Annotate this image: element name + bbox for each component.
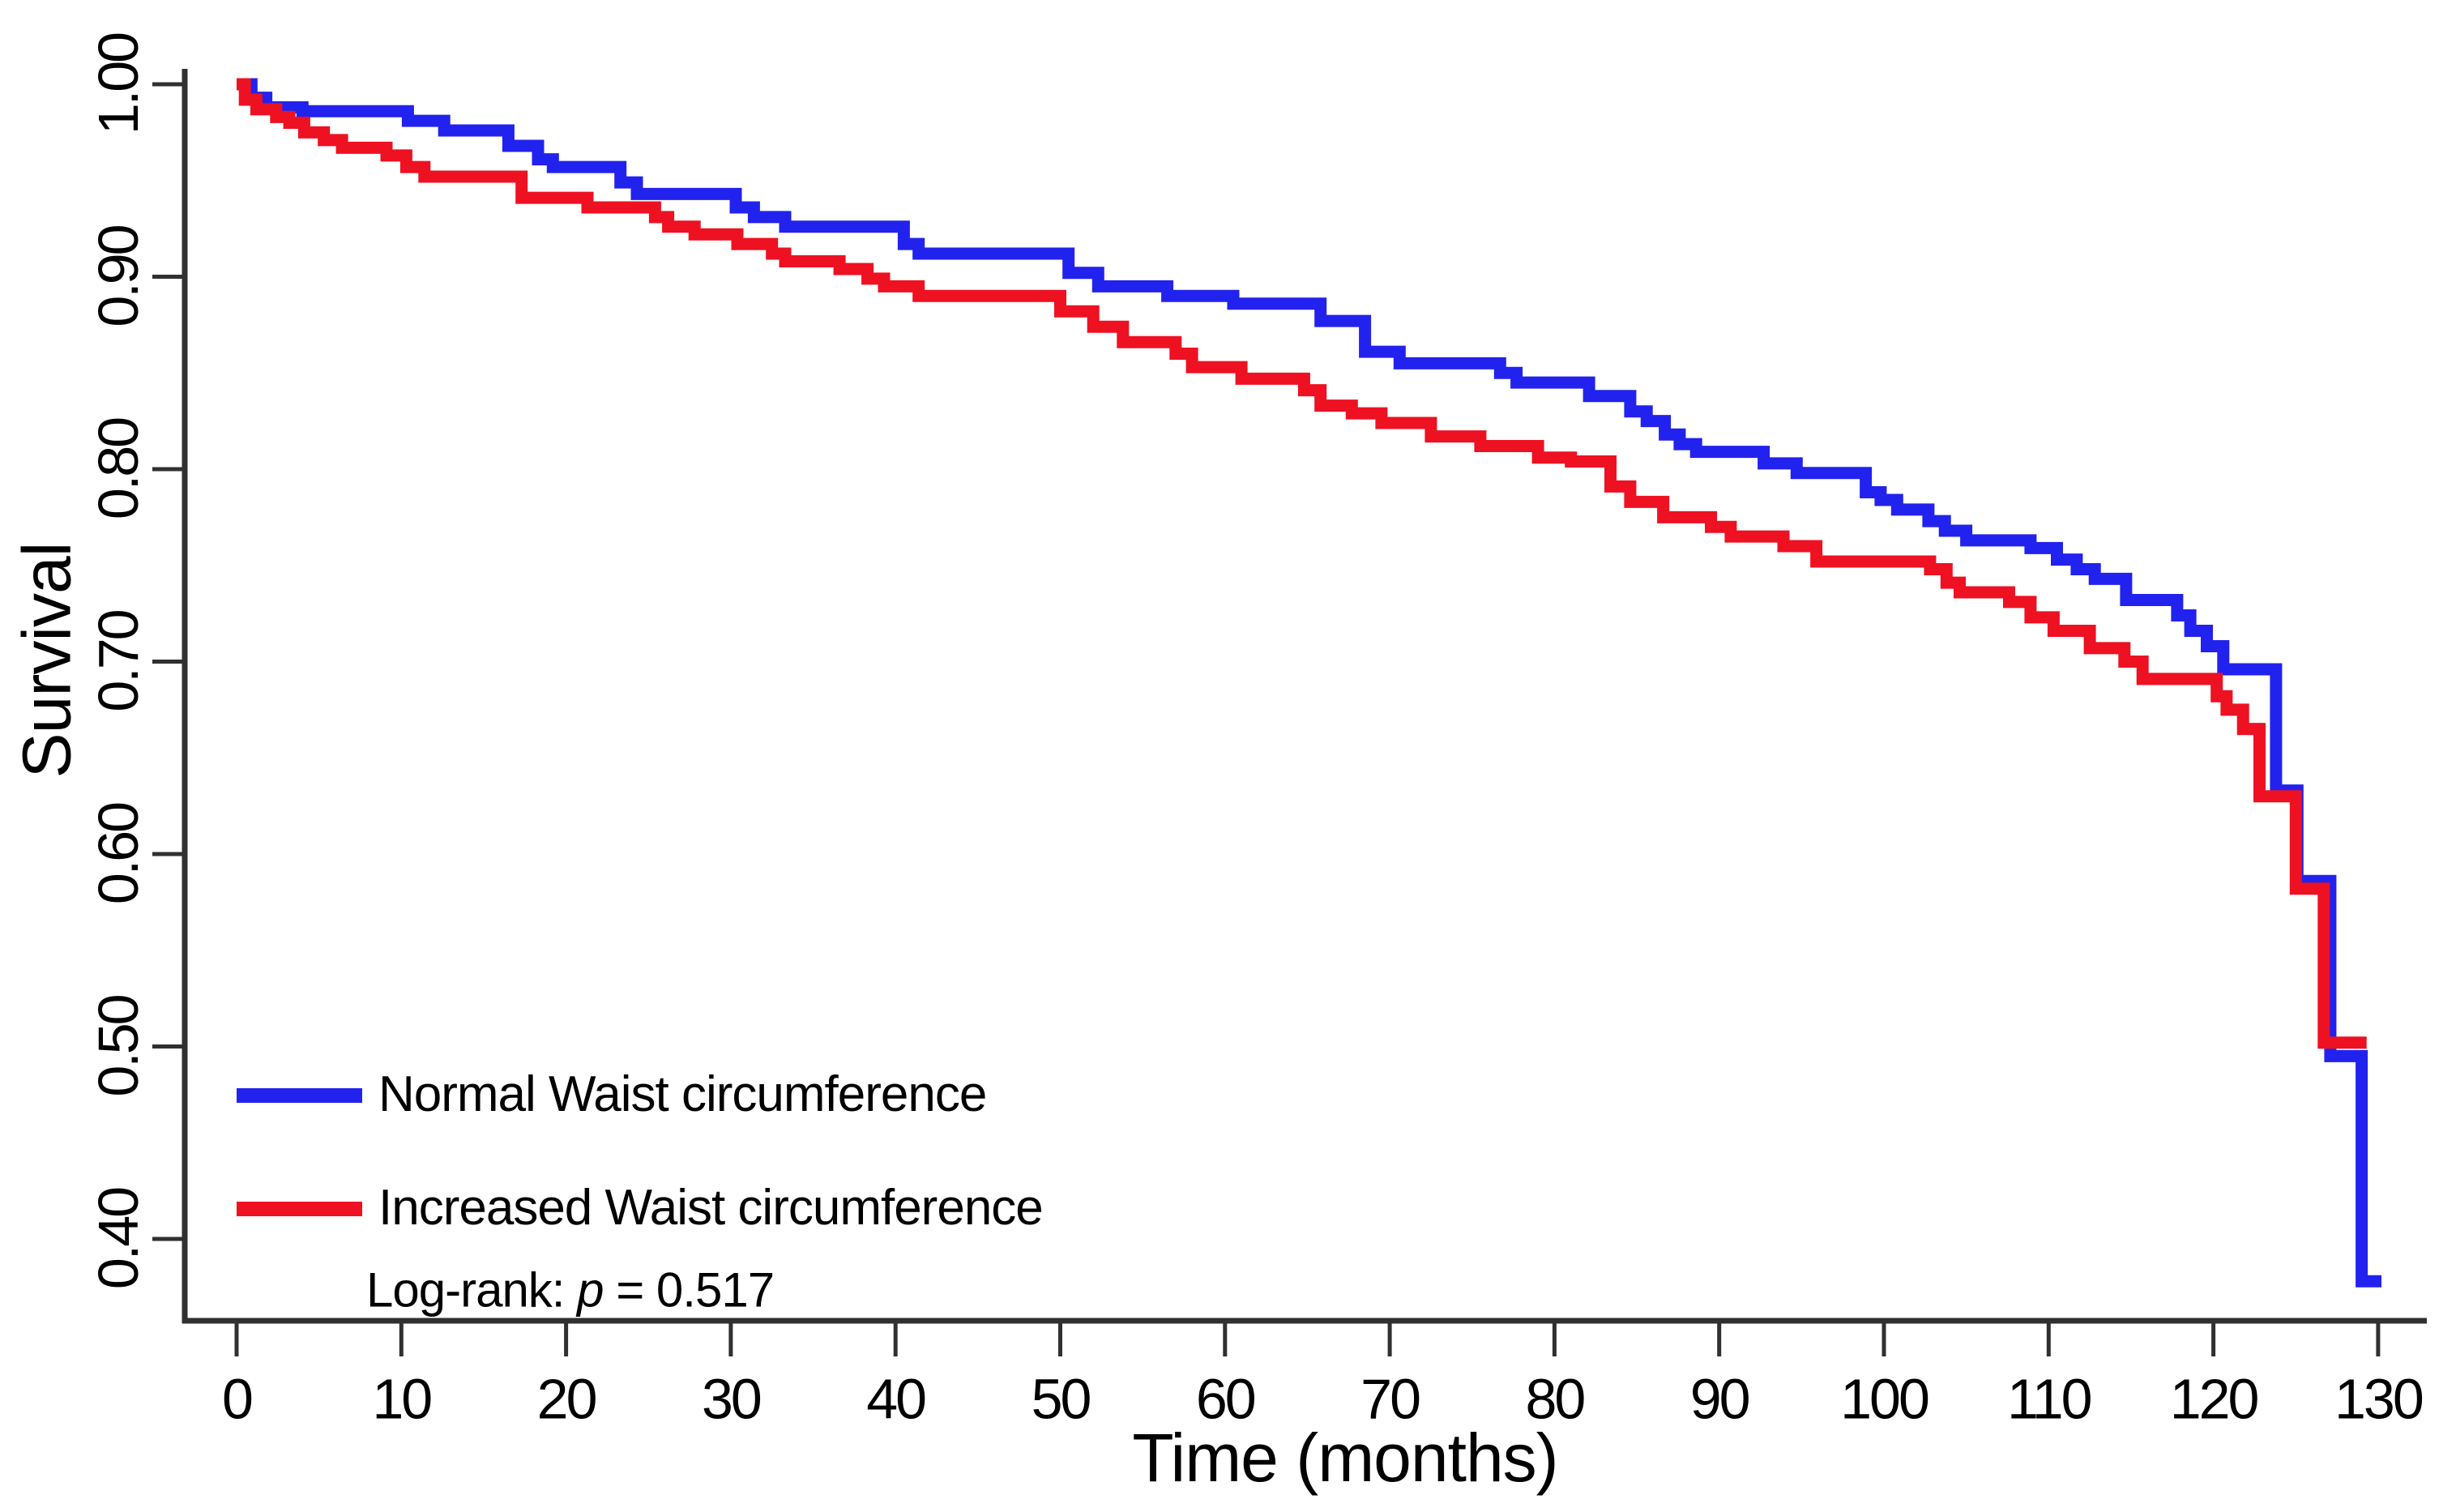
- legend-swatch-blue-line: [237, 1088, 362, 1103]
- x-tick-label: 110: [2007, 1367, 2091, 1430]
- legend-label: Increased Waist circumference: [378, 1180, 1044, 1237]
- y-tick-label: 0.60: [87, 803, 150, 904]
- x-tick-label: 30: [702, 1367, 761, 1430]
- y-tick-label: 0.80: [87, 418, 150, 519]
- log-rank-prefix: Log-rank:: [366, 1262, 578, 1318]
- x-tick-label: 80: [1525, 1367, 1584, 1430]
- x-axis-title: Time (months): [1132, 1420, 1558, 1496]
- x-tick-label: 120: [2170, 1367, 2258, 1430]
- legend-label: Normal Waist circumference: [378, 1066, 987, 1123]
- log-rank-value: = 0.517: [603, 1262, 775, 1318]
- x-tick-label: 20: [537, 1367, 596, 1430]
- y-tick-label: 0.90: [87, 225, 150, 327]
- x-tick-label: 50: [1032, 1367, 1091, 1430]
- x-tick-label: 60: [1196, 1367, 1255, 1430]
- log-rank-annotation: Log-rank: p = 0.517: [366, 1262, 775, 1318]
- legend-swatch-red-line: [237, 1202, 362, 1216]
- x-tick-label: 70: [1360, 1367, 1420, 1430]
- x-tick-label: 100: [1840, 1367, 1928, 1430]
- y-tick-label: 0.40: [87, 1188, 150, 1289]
- y-tick-label: 0.50: [87, 995, 150, 1096]
- x-tick-label: 40: [866, 1367, 925, 1430]
- x-tick-label: 0: [222, 1367, 252, 1430]
- survival-curve-normal-waist: [237, 78, 2381, 1288]
- y-axis-title: Survival: [8, 542, 85, 779]
- x-tick-label: 130: [2334, 1367, 2423, 1430]
- survival-curve-increased-waist: [237, 78, 2367, 1049]
- p-symbol: p: [577, 1262, 604, 1318]
- y-tick-label: 0.70: [87, 610, 150, 711]
- x-tick-label: 10: [372, 1367, 431, 1430]
- y-tick-label: 1.00: [87, 33, 150, 135]
- x-tick-label: 90: [1690, 1367, 1749, 1430]
